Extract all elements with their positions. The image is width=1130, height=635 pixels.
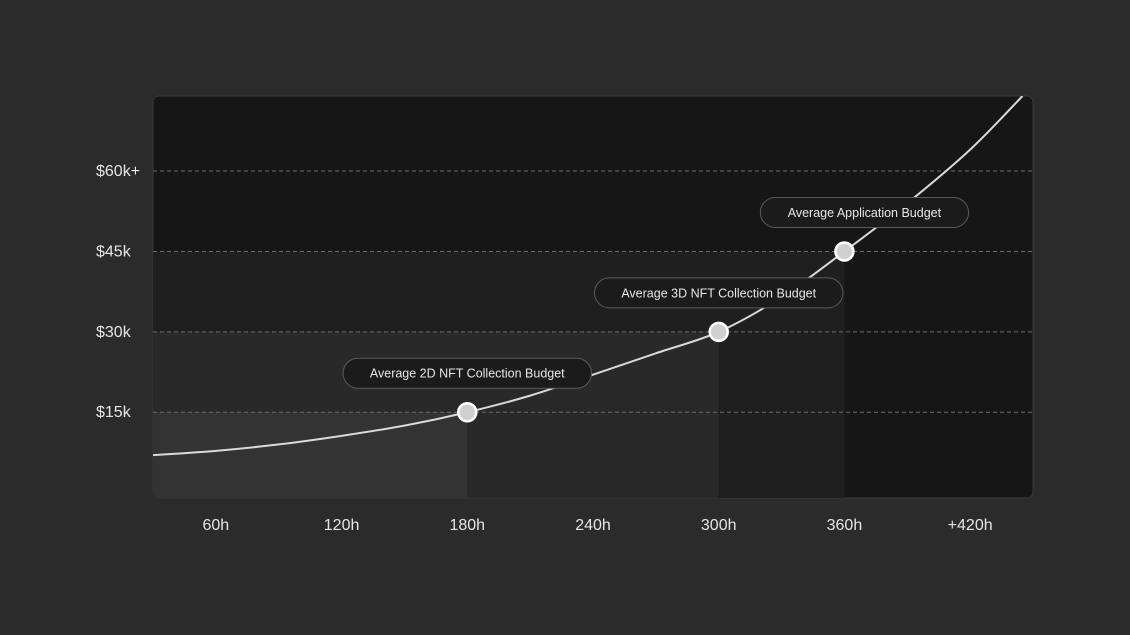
annotation-marker-2 [708,321,729,343]
annotation-label-3: Average Application Budget [788,206,942,220]
budget-band-1 [153,412,468,498]
annotation-3: Average Application Budget [759,196,970,262]
y-tick-label-1: $15k [96,404,132,421]
x-tick-label-7: +420h [948,517,993,534]
annotation-pill-3 [759,196,970,228]
x-tick-label-4: 240h [575,517,611,534]
annotation-label-2: Average 3D NFT Collection Budget [621,286,816,300]
annotation-pill-2 [594,277,844,309]
x-tick-label-1: 60h [203,517,230,534]
annotation-marker-3 [834,241,855,262]
x-tick-label-3: 180h [449,517,485,534]
annotation-label-1: Average 2D NFT Collection Budget [370,367,565,381]
annotation-1: Average 2D NFT Collection Budget [342,357,592,423]
annotation-marker-1 [457,401,478,423]
x-tick-label-2: 120h [324,517,360,534]
y-tick-label-2: $30k [96,324,132,341]
annotation-2: Average 3D NFT Collection Budget [594,277,844,343]
y-tick-label-4: $60k+ [96,163,140,180]
annotation-pill-1 [342,357,592,389]
y-tick-label-3: $45k [96,243,132,260]
x-tick-label-6: 360h [827,517,863,534]
x-tick-label-5: 300h [701,517,737,534]
